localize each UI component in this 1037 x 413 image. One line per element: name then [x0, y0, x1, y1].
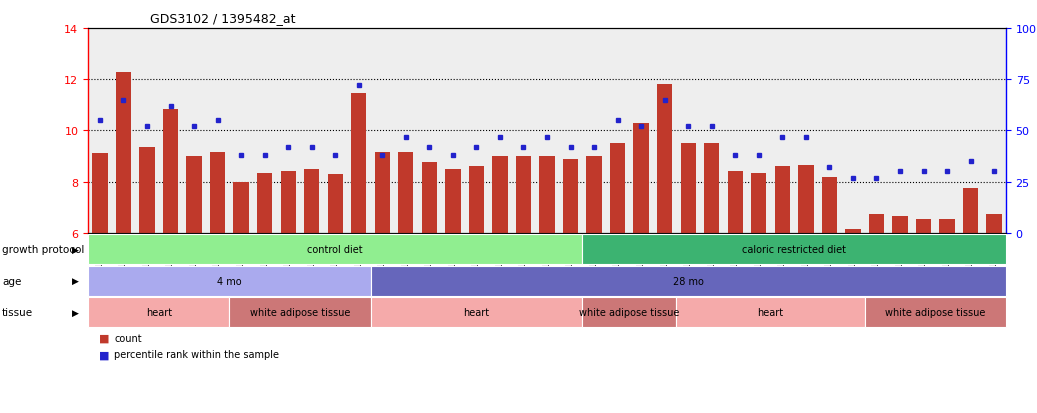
Bar: [916, 219, 931, 233]
Bar: [775, 167, 790, 233]
Bar: [469, 167, 484, 233]
Bar: [328, 175, 343, 233]
Bar: [798, 166, 813, 233]
Text: tissue: tissue: [2, 307, 33, 318]
Bar: [233, 182, 249, 233]
Text: ▶: ▶: [73, 277, 79, 285]
Bar: [751, 173, 766, 233]
Text: 28 mo: 28 mo: [673, 276, 704, 286]
Text: heart: heart: [757, 307, 784, 318]
Bar: [893, 217, 907, 233]
Text: ▶: ▶: [73, 245, 79, 254]
Bar: [493, 157, 507, 233]
Text: ■: ■: [99, 349, 109, 359]
Bar: [187, 157, 201, 233]
Bar: [116, 72, 131, 233]
Bar: [515, 157, 531, 233]
Text: white adipose tissue: white adipose tissue: [250, 307, 351, 318]
Bar: [398, 153, 414, 233]
Bar: [634, 123, 649, 233]
Text: age: age: [2, 276, 22, 286]
Bar: [680, 144, 696, 233]
Bar: [163, 109, 178, 233]
Text: white adipose tissue: white adipose tissue: [886, 307, 985, 318]
Text: percentile rank within the sample: percentile rank within the sample: [114, 349, 279, 359]
Bar: [304, 169, 319, 233]
Bar: [657, 85, 672, 233]
Bar: [445, 169, 460, 233]
Bar: [92, 154, 108, 233]
Bar: [821, 177, 837, 233]
Bar: [869, 214, 885, 233]
Bar: [374, 153, 390, 233]
Bar: [587, 157, 601, 233]
Bar: [986, 214, 1002, 233]
Text: heart: heart: [464, 307, 489, 318]
Text: white adipose tissue: white adipose tissue: [580, 307, 679, 318]
Bar: [845, 230, 861, 233]
Bar: [963, 189, 978, 233]
Bar: [352, 94, 366, 233]
Text: growth protocol: growth protocol: [2, 244, 84, 255]
Text: caloric restricted diet: caloric restricted diet: [742, 244, 846, 255]
Bar: [610, 144, 625, 233]
Bar: [728, 172, 742, 233]
Text: ■: ■: [99, 333, 109, 343]
Text: control diet: control diet: [307, 244, 363, 255]
Text: ▶: ▶: [73, 308, 79, 317]
Bar: [422, 163, 437, 233]
Bar: [139, 148, 155, 233]
Text: GDS3102 / 1395482_at: GDS3102 / 1395482_at: [150, 12, 296, 25]
Text: count: count: [114, 333, 142, 343]
Text: 4 mo: 4 mo: [217, 276, 242, 286]
Bar: [563, 159, 579, 233]
Bar: [209, 153, 225, 233]
Bar: [704, 144, 720, 233]
Bar: [940, 219, 955, 233]
Text: heart: heart: [145, 307, 172, 318]
Bar: [281, 172, 296, 233]
Bar: [257, 173, 273, 233]
Bar: [539, 157, 555, 233]
